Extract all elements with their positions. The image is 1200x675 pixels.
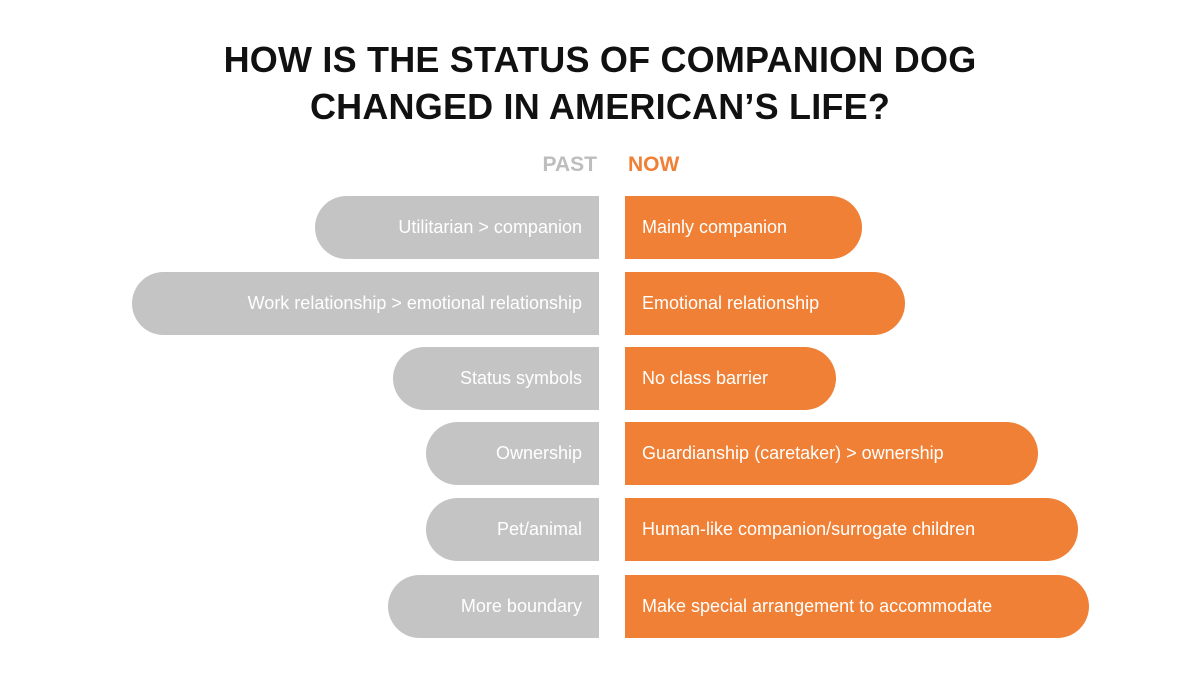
now-pill: Mainly companion bbox=[625, 196, 862, 259]
page-title: HOW IS THE STATUS OF COMPANION DOG CHANG… bbox=[0, 36, 1200, 130]
past-column-header: PAST bbox=[542, 153, 597, 176]
now-pill: Emotional relationship bbox=[625, 272, 905, 335]
past-pill: Status symbols bbox=[393, 347, 599, 410]
now-pill: Make special arrangement to accommodate bbox=[625, 575, 1089, 638]
comparison-row: Ownership Guardianship (caretaker) > own… bbox=[0, 422, 1200, 485]
past-pill: Ownership bbox=[426, 422, 599, 485]
now-column-header: NOW bbox=[628, 153, 680, 176]
title-line-2: CHANGED IN AMERICAN’S LIFE? bbox=[309, 86, 891, 127]
past-pill: Work relationship > emotional relationsh… bbox=[132, 272, 599, 335]
comparison-row: Status symbols No class barrier bbox=[0, 347, 1200, 410]
now-pill: Guardianship (caretaker) > ownership bbox=[625, 422, 1038, 485]
now-pill: Human-like companion/surrogate children bbox=[625, 498, 1078, 561]
now-pill: No class barrier bbox=[625, 347, 836, 410]
comparison-row: More boundary Make special arrangement t… bbox=[0, 575, 1200, 638]
comparison-row: Utilitarian > companion Mainly companion bbox=[0, 196, 1200, 259]
comparison-row: Pet/animal Human-like companion/surrogat… bbox=[0, 498, 1200, 561]
past-pill: Pet/animal bbox=[426, 498, 599, 561]
past-pill: Utilitarian > companion bbox=[315, 196, 599, 259]
past-pill: More boundary bbox=[388, 575, 599, 638]
title-line-1: HOW IS THE STATUS OF COMPANION DOG bbox=[223, 39, 977, 80]
comparison-row: Work relationship > emotional relationsh… bbox=[0, 272, 1200, 335]
